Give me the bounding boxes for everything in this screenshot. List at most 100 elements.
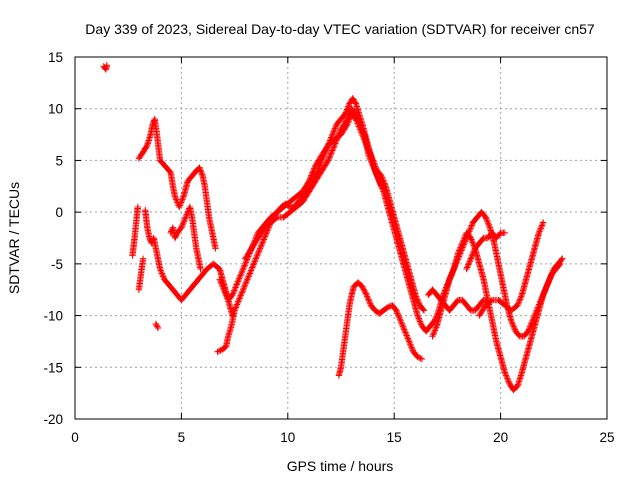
data-point xyxy=(456,245,464,253)
data-point xyxy=(139,255,147,262)
data-point xyxy=(465,259,473,267)
data-point xyxy=(218,282,226,289)
data-point xyxy=(394,310,401,317)
data-point xyxy=(240,263,248,271)
data-point xyxy=(446,276,453,283)
data-point xyxy=(246,270,253,277)
data-point xyxy=(361,287,368,294)
data-point xyxy=(447,273,454,280)
data-point xyxy=(514,302,521,309)
data-point xyxy=(345,112,352,120)
data-point xyxy=(351,99,359,106)
data-point xyxy=(455,248,462,256)
data-point xyxy=(393,308,401,316)
data-point xyxy=(345,101,353,109)
data-point xyxy=(467,234,475,242)
data-point xyxy=(342,109,350,116)
data-point xyxy=(212,245,219,252)
data-point xyxy=(253,254,260,261)
data-point xyxy=(457,242,465,250)
data-point xyxy=(399,321,406,329)
data-point xyxy=(540,290,547,297)
series-track-5 xyxy=(135,115,219,252)
data-point xyxy=(305,179,312,186)
data-point xyxy=(366,299,373,306)
data-point xyxy=(559,255,566,262)
data-point xyxy=(334,134,341,142)
y-axis-label: SDTVAR / TECUs xyxy=(6,182,22,294)
series-track-3 xyxy=(135,255,147,293)
data-point xyxy=(329,131,336,138)
data-point xyxy=(325,155,333,163)
data-point xyxy=(239,287,246,295)
data-point xyxy=(245,273,252,280)
data-point xyxy=(544,279,552,287)
data-point xyxy=(359,283,366,290)
data-point xyxy=(143,142,150,150)
data-point xyxy=(306,176,313,183)
data-point xyxy=(508,317,515,324)
data-point xyxy=(181,217,188,224)
data-point xyxy=(414,297,422,304)
data-point xyxy=(401,327,409,335)
data-point xyxy=(396,314,403,321)
data-point xyxy=(344,115,351,123)
data-point xyxy=(483,217,491,224)
data-point xyxy=(467,225,474,232)
data-point xyxy=(173,196,180,203)
data-point xyxy=(176,203,183,211)
data-point xyxy=(342,110,349,118)
data-point xyxy=(414,312,421,319)
data-point xyxy=(369,160,376,168)
data-point xyxy=(541,288,548,296)
data-point xyxy=(446,274,454,282)
data-point xyxy=(460,237,467,244)
data-point xyxy=(180,220,187,227)
data-point xyxy=(237,272,244,279)
x-tick-label: 10 xyxy=(280,430,295,445)
data-points xyxy=(100,62,566,394)
data-point xyxy=(484,218,491,225)
plot-frame xyxy=(74,56,608,420)
data-point xyxy=(324,158,331,165)
data-point xyxy=(395,313,402,320)
data-point xyxy=(372,169,380,177)
x-tick-label: 25 xyxy=(599,430,614,445)
data-point xyxy=(245,271,253,279)
data-point xyxy=(360,286,367,293)
data-point xyxy=(384,304,392,311)
data-point xyxy=(179,196,186,203)
data-point xyxy=(543,284,550,291)
data-point xyxy=(229,291,236,299)
data-point xyxy=(221,289,229,296)
data-point xyxy=(331,126,338,134)
data-point xyxy=(367,157,375,165)
data-point xyxy=(405,336,412,344)
data-point xyxy=(487,297,495,305)
data-point xyxy=(239,286,247,293)
data-point xyxy=(407,342,415,350)
y-tick-label: 0 xyxy=(55,205,63,220)
data-point xyxy=(465,261,472,268)
data-point xyxy=(509,321,517,329)
data-point xyxy=(233,281,240,288)
data-point xyxy=(242,280,249,288)
data-point xyxy=(330,143,338,150)
data-point xyxy=(343,106,351,113)
data-point xyxy=(394,311,402,319)
data-point xyxy=(154,324,162,332)
data-point xyxy=(217,279,225,286)
data-point xyxy=(457,244,464,251)
data-point xyxy=(503,373,510,381)
data-point xyxy=(375,177,383,184)
data-point xyxy=(153,322,160,329)
data-point xyxy=(178,197,185,205)
data-point xyxy=(459,239,466,247)
data-point xyxy=(468,252,476,259)
data-point xyxy=(233,301,241,308)
data-point xyxy=(239,266,247,273)
data-point xyxy=(466,226,474,234)
data-point xyxy=(330,144,337,151)
data-point xyxy=(417,319,424,327)
data-point xyxy=(463,264,471,271)
